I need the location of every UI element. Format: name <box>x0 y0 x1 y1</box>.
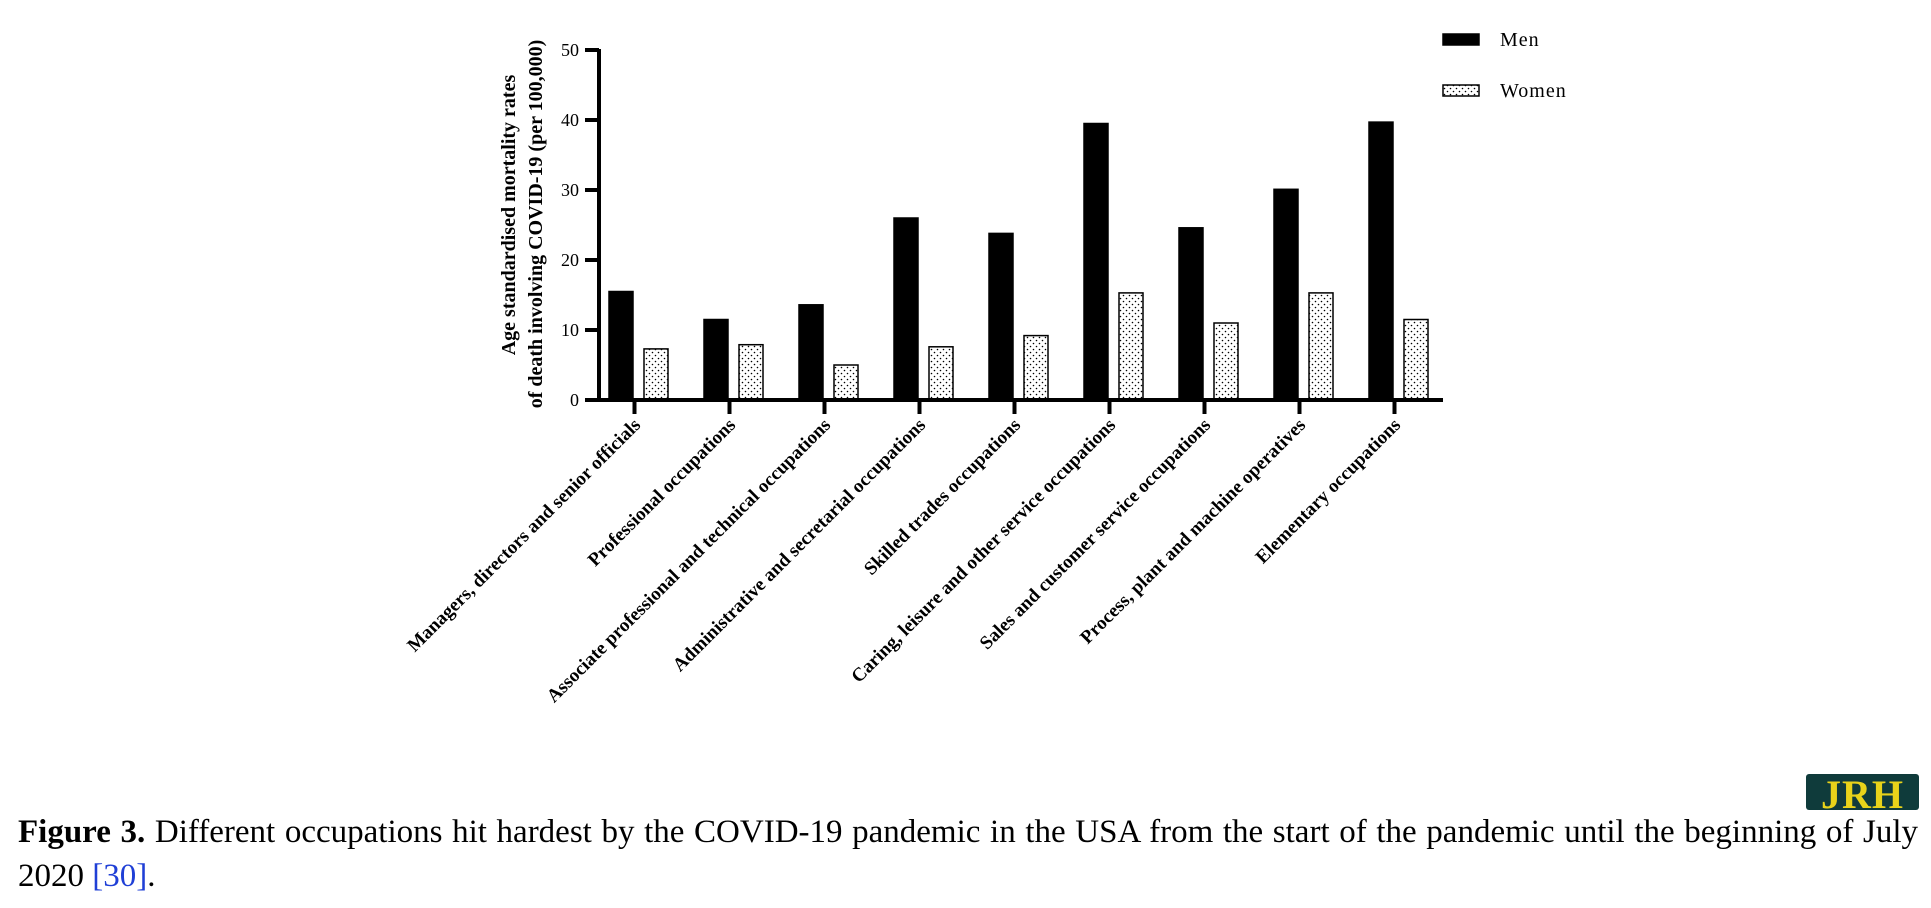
y-axis-label-line-1: Age standardised mortality rates <box>498 75 520 356</box>
caption-end: . <box>147 858 156 894</box>
x-axis-ticks <box>632 400 1397 414</box>
legend: Men Women <box>1442 29 1567 102</box>
bar-men-3 <box>893 217 919 401</box>
y-axis-label: Age standardised mortality rates of deat… <box>498 40 547 409</box>
bar-men-2 <box>798 304 824 401</box>
legend-swatch-men <box>1442 33 1480 46</box>
journal-logo-text: JRH <box>1821 774 1904 810</box>
bar-men-0 <box>608 290 634 401</box>
y-tick-label-0: 0 <box>570 390 579 410</box>
bar-men-4 <box>988 232 1014 401</box>
y-tick-label-40: 40 <box>561 110 579 130</box>
legend-swatch-women <box>1442 84 1480 97</box>
bar-women-6 <box>1213 322 1239 401</box>
axes <box>597 49 1443 402</box>
bars <box>608 121 1429 401</box>
bar-women-3 <box>928 346 954 401</box>
bar-women-5 <box>1118 292 1144 401</box>
bar-men-8 <box>1368 121 1394 401</box>
bar-women-1 <box>738 343 764 401</box>
bar-men-6 <box>1178 227 1204 401</box>
y-tick-label-10: 10 <box>561 320 579 340</box>
figure-label: Figure 3. <box>18 814 146 850</box>
y-tick-label-20: 20 <box>561 250 579 270</box>
y-axis-ticks: 0 10 20 30 40 50 <box>561 40 599 410</box>
bar-women-4 <box>1023 334 1049 401</box>
bar-men-1 <box>703 318 729 401</box>
bar-women-7 <box>1308 292 1334 401</box>
bar-women-0 <box>643 348 669 401</box>
y-tick-label-30: 30 <box>561 180 579 200</box>
category-label-4: Skilled trades occupations <box>860 415 1025 580</box>
figure-caption: Figure 3. Different occupations hit hard… <box>18 810 1918 898</box>
caption-text: Different occupations hit hardest by the… <box>18 814 1918 894</box>
legend-label-men: Men <box>1500 29 1540 51</box>
journal-logo: JRH <box>1806 774 1919 810</box>
bar-men-5 <box>1083 122 1109 401</box>
y-axis-label-line-2: of death involving COVID-19 (per 100,000… <box>525 40 547 409</box>
bar-women-8 <box>1403 318 1429 401</box>
citation-link[interactable]: [30] <box>92 858 148 894</box>
legend-label-women: Women <box>1500 80 1567 102</box>
bar-men-7 <box>1273 188 1299 401</box>
category-labels: Managers, directors and senior officials… <box>403 415 1405 707</box>
bar-chart: Age standardised mortality rates of deat… <box>403 29 1567 707</box>
y-tick-label-50: 50 <box>561 40 579 60</box>
bar-women-2 <box>833 364 859 401</box>
